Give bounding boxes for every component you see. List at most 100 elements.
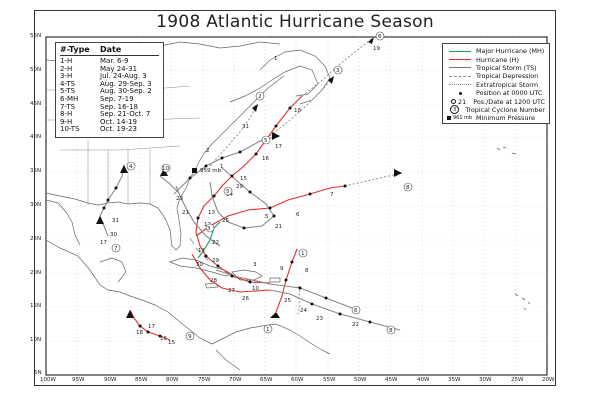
table-row: 10-TS Oct. 19-23 — [60, 126, 159, 134]
legend-label: Tropical Cyclone Number — [465, 105, 545, 114]
track-6-major — [197, 221, 221, 259]
legend-item: 21 Pos./Date at 1200 UTC — [447, 97, 545, 106]
x-tick: 25W — [511, 377, 524, 383]
x-tick: 100W — [40, 377, 56, 383]
tropical-storm-line-icon — [449, 67, 471, 69]
svg-text:1: 1 — [220, 164, 224, 170]
y-tick: 55N — [30, 33, 42, 39]
legend-label: Pos./Date at 1200 UTC — [473, 97, 545, 106]
legend-item: Position at 0000 UTC — [447, 89, 545, 97]
svg-text:11: 11 — [198, 248, 205, 254]
svg-text:29: 29 — [212, 258, 219, 264]
table-row: 7-TS Sep. 16-18 — [60, 102, 159, 112]
svg-text:31: 31 — [112, 218, 119, 224]
legend-label: Major Hurricane (MH) — [476, 47, 545, 56]
svg-text:28: 28 — [210, 278, 217, 284]
table-row: 8-H Sep. 21-Oct. 7 — [60, 111, 159, 119]
table-row: 3-H Jul. 24-Aug. 3 — [60, 73, 159, 81]
svg-text:23: 23 — [176, 196, 183, 202]
legend-label: Tropical Storm (TS) — [476, 63, 537, 72]
svg-text:21: 21 — [182, 210, 189, 216]
table-row: 4-TS Aug. 29-Sep. 3 — [60, 79, 159, 89]
storm-date: Sep. 7-19 — [100, 94, 134, 103]
min-pressure-marker — [192, 168, 197, 173]
svg-text:14: 14 — [226, 192, 233, 198]
y-tick: 5N — [34, 370, 42, 376]
storm-date: Oct. 19-23 — [100, 125, 137, 134]
svg-text:15: 15 — [168, 340, 175, 346]
legend-label: Minimum Pressure — [476, 114, 535, 123]
legend-item: 961 mb Minimum Pressure — [447, 114, 545, 122]
storm-type: 10-TS — [60, 125, 80, 134]
storm-type: 7-TS — [60, 102, 76, 111]
storm-date: May 24-31 — [100, 64, 138, 73]
legend-item: Major Hurricane (MH) — [447, 47, 545, 55]
header-date: Date — [100, 45, 122, 54]
y-tick: 15N — [30, 303, 42, 309]
svg-text:13: 13 — [208, 210, 215, 216]
circled-number-icon: 3 — [450, 105, 460, 115]
x-tick: 95W — [72, 377, 85, 383]
svg-text:8: 8 — [305, 268, 309, 274]
y-tick: 45N — [30, 101, 42, 107]
y-tick: 30N — [30, 202, 42, 208]
svg-text:1: 1 — [274, 56, 278, 62]
storm-type: 8-H — [60, 110, 73, 119]
svg-text:17: 17 — [148, 324, 155, 330]
legend-label: Extratropical Storm — [476, 80, 539, 89]
position-dots — [102, 106, 372, 338]
storm-list-table: #-Type Date 1-H Mar. 6-9 2-H May 24-31 3-H… — [55, 42, 164, 138]
svg-text:29: 29 — [236, 184, 243, 190]
storm-date: Jul. 24-Aug. 3 — [100, 72, 147, 81]
svg-text:5: 5 — [226, 189, 230, 195]
legend-item: Tropical Storm (TS) — [447, 64, 545, 72]
x-tick: 60W — [291, 377, 304, 383]
svg-text:17: 17 — [275, 144, 282, 150]
storm-date: Sep. 16-18 — [100, 102, 138, 111]
storm-type: 3-H — [60, 72, 73, 81]
y-tick: 10N — [30, 337, 42, 343]
track-10b — [159, 175, 179, 193]
pressure-example: 961 mb — [453, 115, 473, 122]
x-tick: 70W — [229, 377, 242, 383]
table-row: 9-H Oct. 14-19 — [60, 117, 159, 127]
svg-text:6: 6 — [378, 34, 382, 40]
track-6-extratropical — [301, 36, 375, 97]
x-tick: 85W — [135, 377, 148, 383]
x-tick: 45W — [385, 377, 398, 383]
svg-text:15: 15 — [240, 176, 247, 182]
table-row: 5-TS Aug. 30-Sep. 2 — [60, 88, 159, 96]
svg-text:1: 1 — [266, 327, 270, 333]
open-dot-icon — [451, 99, 457, 105]
x-tick: 75W — [198, 377, 211, 383]
y-tick: 40N — [30, 134, 42, 140]
track-8-h — [191, 253, 271, 293]
svg-text:3: 3 — [336, 68, 340, 74]
storm-type: 4-TS — [60, 79, 76, 88]
table-row: 1-H Mar. 6-9 — [60, 57, 159, 66]
svg-text:6: 6 — [296, 212, 300, 218]
svg-text:7: 7 — [330, 192, 334, 198]
svg-text:24: 24 — [300, 308, 307, 314]
svg-text:17: 17 — [100, 240, 107, 246]
filled-dot-icon — [458, 91, 462, 95]
legend-label: Position at 0000 UTC — [476, 89, 543, 98]
svg-text:19: 19 — [373, 46, 380, 52]
major-hurricane-line-icon — [449, 50, 471, 52]
extratropical-line-icon — [449, 84, 471, 86]
legend-item: 3 Tropical Cyclone Number — [447, 105, 545, 115]
svg-text:25: 25 — [284, 298, 291, 304]
storm-date: Aug. 30-Sep. 2 — [100, 87, 152, 96]
legend-label: Tropical Depression — [476, 72, 539, 81]
svg-text:21: 21 — [275, 224, 282, 230]
x-tick: 20W — [542, 377, 555, 383]
storm-date: Aug. 29-Sep. 3 — [100, 79, 152, 88]
x-tick: 90W — [104, 377, 117, 383]
symbol-legend: Major Hurricane (MH) Hurricane (H) Tropi… — [442, 43, 550, 124]
pressure-square-icon — [447, 116, 451, 121]
header-type: #-Type — [60, 45, 90, 54]
svg-text:18: 18 — [294, 108, 301, 114]
track-7 — [175, 185, 221, 247]
storm-type: 9-H — [60, 117, 73, 126]
